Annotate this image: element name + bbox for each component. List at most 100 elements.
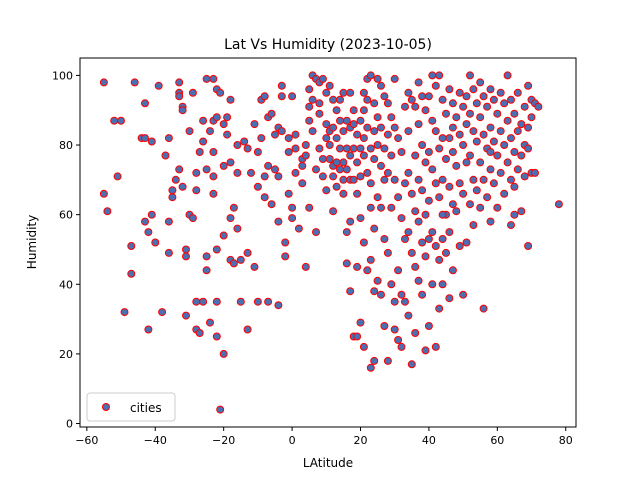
city-point-57 bbox=[209, 74, 218, 83]
city-point-404 bbox=[524, 242, 533, 250]
city-point-175 bbox=[342, 165, 351, 174]
city-point-225 bbox=[373, 193, 382, 202]
city-point-346 bbox=[466, 151, 474, 160]
city-point-66 bbox=[212, 332, 221, 341]
city-point-54 bbox=[202, 266, 211, 275]
city-point-254 bbox=[397, 148, 406, 156]
city-point-152 bbox=[325, 81, 334, 90]
city-point-402 bbox=[524, 123, 533, 132]
city-point-0 bbox=[99, 78, 108, 87]
city-point-307 bbox=[435, 144, 444, 153]
city-point-147 bbox=[318, 172, 327, 181]
city-point-284 bbox=[418, 238, 427, 247]
city-point-214 bbox=[366, 255, 375, 264]
city-point-77 bbox=[226, 214, 235, 223]
city-point-61 bbox=[209, 189, 218, 198]
x-tick-label--20: −20 bbox=[212, 434, 235, 447]
city-point-164 bbox=[336, 95, 344, 104]
city-point-271 bbox=[411, 102, 420, 111]
city-point-256 bbox=[397, 290, 406, 299]
city-point-83 bbox=[233, 224, 242, 233]
city-point-270 bbox=[407, 360, 416, 369]
city-point-300 bbox=[428, 280, 437, 289]
city-point-204 bbox=[359, 342, 368, 351]
city-point-64 bbox=[212, 245, 221, 254]
city-point-111 bbox=[277, 127, 286, 136]
city-point-332 bbox=[455, 88, 464, 97]
city-point-190 bbox=[353, 158, 362, 167]
city-point-34 bbox=[178, 182, 187, 191]
city-point-49 bbox=[199, 137, 208, 146]
city-point-383 bbox=[503, 116, 512, 125]
city-point-276 bbox=[414, 78, 423, 87]
city-point-182 bbox=[346, 217, 355, 226]
city-point-384 bbox=[503, 158, 512, 167]
city-point-287 bbox=[421, 158, 430, 167]
points-layer bbox=[99, 71, 563, 414]
city-point-416 bbox=[448, 123, 457, 132]
x-tick-label-40: 40 bbox=[422, 434, 436, 447]
city-point-326 bbox=[448, 148, 457, 156]
city-point-106 bbox=[271, 130, 279, 139]
city-point-301 bbox=[431, 81, 440, 90]
city-point-341 bbox=[462, 120, 471, 129]
city-point-282 bbox=[418, 141, 427, 149]
city-point-160 bbox=[332, 106, 341, 115]
city-point-362 bbox=[479, 304, 488, 313]
city-point-75 bbox=[226, 95, 235, 104]
city-point-86 bbox=[240, 137, 249, 146]
city-point-260 bbox=[401, 235, 409, 243]
city-point-395 bbox=[517, 120, 526, 129]
city-point-149 bbox=[322, 120, 331, 129]
city-point-202 bbox=[359, 151, 368, 160]
city-point-350 bbox=[469, 175, 478, 184]
city-point-320 bbox=[445, 85, 454, 94]
legend-label-cities: cities bbox=[130, 401, 162, 415]
city-point-376 bbox=[496, 88, 505, 97]
city-point-297 bbox=[428, 116, 437, 125]
city-point-371 bbox=[489, 137, 498, 146]
city-point-360 bbox=[479, 130, 488, 139]
city-point-393 bbox=[513, 127, 522, 136]
city-point-227 bbox=[377, 81, 385, 90]
city-point-126 bbox=[298, 161, 307, 170]
city-point-20 bbox=[158, 308, 167, 317]
city-point-335 bbox=[455, 242, 464, 250]
city-point-118 bbox=[284, 189, 293, 198]
city-point-324 bbox=[445, 294, 454, 303]
city-point-2 bbox=[103, 207, 112, 216]
city-point-314 bbox=[438, 235, 447, 243]
city-point-192 bbox=[353, 262, 362, 271]
city-point-122 bbox=[291, 130, 300, 139]
city-point-143 bbox=[315, 109, 324, 118]
city-point-363 bbox=[483, 102, 492, 111]
city-point-201 bbox=[359, 134, 368, 143]
city-point-413 bbox=[288, 203, 297, 212]
city-point-19 bbox=[154, 81, 163, 90]
city-point-119 bbox=[288, 92, 297, 101]
city-point-27 bbox=[171, 175, 180, 184]
city-point-220 bbox=[370, 287, 379, 296]
city-point-244 bbox=[387, 203, 396, 212]
city-point-37 bbox=[182, 311, 190, 320]
city-point-167 bbox=[336, 165, 344, 174]
city-point-367 bbox=[486, 123, 495, 132]
city-point-274 bbox=[411, 262, 420, 271]
city-point-127 bbox=[298, 179, 307, 188]
city-point-139 bbox=[312, 165, 320, 174]
city-point-329 bbox=[452, 113, 461, 122]
city-point-258 bbox=[401, 102, 409, 111]
city-point-144 bbox=[315, 144, 324, 153]
city-point-25 bbox=[168, 186, 177, 195]
city-point-351 bbox=[469, 221, 478, 230]
city-point-110 bbox=[274, 217, 283, 226]
city-point-5 bbox=[113, 172, 122, 181]
city-point-285 bbox=[418, 290, 427, 299]
city-point-215 bbox=[366, 363, 375, 372]
city-point-302 bbox=[431, 127, 440, 136]
city-point-338 bbox=[459, 189, 468, 198]
city-point-35 bbox=[182, 245, 190, 254]
city-point-22 bbox=[164, 134, 173, 143]
city-point-212 bbox=[366, 179, 375, 188]
